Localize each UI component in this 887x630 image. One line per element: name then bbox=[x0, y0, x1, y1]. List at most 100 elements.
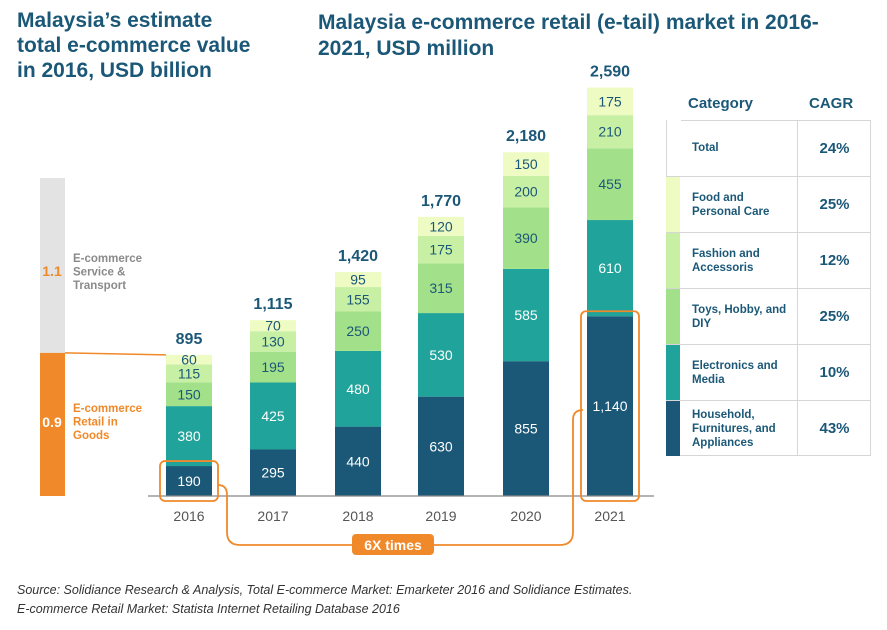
bar-segment bbox=[250, 449, 296, 496]
service-transport-label: E-commerce bbox=[73, 253, 142, 265]
table-category-label: Food and Personal Care bbox=[692, 191, 770, 218]
bar-segment bbox=[587, 316, 633, 496]
bar-value-label: 855 bbox=[514, 421, 538, 437]
table-category-label: Electronics and Media bbox=[692, 359, 778, 386]
bar-value-label: 315 bbox=[429, 280, 453, 296]
bar-segment bbox=[503, 207, 549, 269]
table-cagr-value: 24% bbox=[797, 120, 871, 176]
table-category-label: Fashion and Accessoris bbox=[692, 247, 760, 274]
retail-goods-value: 0.9 bbox=[42, 414, 62, 430]
category-color-swatch bbox=[666, 233, 680, 288]
table-cagr-value: 25% bbox=[797, 177, 871, 232]
x-tick-label: 2019 bbox=[425, 508, 456, 524]
connector-line bbox=[64, 352, 167, 356]
table-header-category: Category bbox=[688, 95, 754, 112]
bar-value-label: 175 bbox=[598, 93, 622, 109]
left-panel-title: Malaysia’s estimate total e-commerce val… bbox=[17, 9, 251, 82]
bar-total-label: 895 bbox=[176, 331, 203, 348]
category-color-swatch bbox=[666, 289, 680, 344]
bar-value-label: 425 bbox=[261, 408, 285, 424]
bar-value-label: 195 bbox=[261, 359, 285, 375]
bar-segment bbox=[503, 152, 549, 176]
bar-value-label: 1,140 bbox=[592, 398, 627, 414]
growth-badge bbox=[352, 534, 434, 555]
bar-segment bbox=[166, 382, 212, 407]
table-row: Fashion and Accessoris 12% bbox=[666, 232, 871, 288]
bar-value-label: 60 bbox=[181, 352, 197, 368]
retail-goods-label: E-commerce bbox=[73, 403, 142, 415]
bar-segment bbox=[587, 220, 633, 317]
table-cagr-value: 10% bbox=[797, 345, 871, 400]
bar-segment bbox=[503, 175, 549, 208]
bar-value-label: 200 bbox=[514, 184, 538, 200]
bar-value-label: 295 bbox=[261, 465, 285, 481]
table-category-label: Toys, Hobby, and DIY bbox=[692, 303, 787, 330]
table-category-label: Household, Furnitures, and Appliances bbox=[692, 408, 776, 449]
bar-value-label: 630 bbox=[429, 438, 453, 454]
bar-value-label: 150 bbox=[514, 156, 538, 172]
bar-value-label: 130 bbox=[261, 333, 285, 349]
bar-segment bbox=[335, 287, 381, 312]
category-color-swatch bbox=[666, 401, 680, 456]
bar-value-label: 440 bbox=[346, 453, 370, 469]
chart-title: Malaysia e-commerce retail (e-tail) mark… bbox=[318, 11, 819, 60]
bar-segment bbox=[250, 382, 296, 450]
bar-segment bbox=[166, 406, 212, 467]
highlight-box bbox=[159, 460, 219, 502]
bar-segment bbox=[418, 396, 464, 496]
growth-badge-label: 6X times bbox=[364, 537, 422, 553]
bar-value-label: 390 bbox=[514, 230, 538, 246]
bar-segment bbox=[418, 216, 464, 236]
bar-total-label: 1,115 bbox=[253, 296, 292, 313]
table-header-cagr: CAGR bbox=[809, 95, 854, 112]
service-transport-label: Transport bbox=[73, 280, 126, 292]
retail-goods-label: Goods bbox=[73, 430, 109, 442]
bar-value-label: 120 bbox=[429, 218, 453, 234]
bar-value-label: 380 bbox=[177, 428, 201, 444]
bar-segment bbox=[587, 87, 633, 116]
table-row: Electronics and Media 10% bbox=[666, 344, 871, 400]
table-row: Total 24% bbox=[666, 120, 871, 176]
bar-segment bbox=[503, 268, 549, 362]
x-tick-label: 2017 bbox=[257, 508, 288, 524]
category-color-swatch bbox=[666, 345, 680, 400]
bar-value-label: 175 bbox=[429, 242, 453, 258]
retail-goods-label: Retail in bbox=[73, 417, 118, 429]
bar-value-label: 115 bbox=[178, 365, 201, 381]
retail-goods-segment bbox=[40, 352, 65, 496]
service-transport-label: Service & bbox=[73, 267, 125, 279]
bar-value-label: 455 bbox=[598, 176, 622, 192]
bar-segment bbox=[418, 263, 464, 314]
bar-segment bbox=[335, 426, 381, 496]
bar-segment bbox=[250, 351, 296, 383]
bar-value-label: 70 bbox=[265, 318, 281, 334]
bar-segment bbox=[166, 364, 212, 383]
bar-total-label: 2,180 bbox=[506, 128, 546, 145]
bar-segment bbox=[335, 350, 381, 427]
bar-value-label: 530 bbox=[429, 347, 453, 363]
service-transport-segment bbox=[40, 178, 65, 353]
table-row: Toys, Hobby, and DIY 25% bbox=[666, 288, 871, 344]
highlight-box bbox=[580, 310, 640, 502]
bar-value-label: 210 bbox=[598, 124, 622, 140]
bar-value-label: 155 bbox=[346, 291, 370, 307]
table-cagr-value: 43% bbox=[797, 401, 871, 456]
table-cagr-value: 12% bbox=[797, 233, 871, 288]
bar-total-label: 1,420 bbox=[338, 248, 378, 265]
bar-segment bbox=[418, 313, 464, 397]
bar-segment bbox=[587, 115, 633, 149]
x-tick-label: 2018 bbox=[342, 508, 373, 524]
bar-segment bbox=[250, 320, 296, 332]
bar-total-label: 2,590 bbox=[590, 64, 630, 81]
bar-segment bbox=[335, 311, 381, 351]
bar-segment bbox=[503, 361, 549, 496]
category-color-swatch bbox=[666, 120, 681, 176]
x-tick-label: 2016 bbox=[173, 508, 204, 524]
x-tick-label: 2021 bbox=[594, 508, 625, 524]
bar-value-label: 480 bbox=[346, 381, 370, 397]
footnote-source: Source: Solidiance Research & Analysis, … bbox=[17, 583, 633, 597]
bar-value-label: 610 bbox=[598, 260, 622, 276]
bar-segment bbox=[587, 148, 633, 221]
bar-segment bbox=[335, 272, 381, 288]
